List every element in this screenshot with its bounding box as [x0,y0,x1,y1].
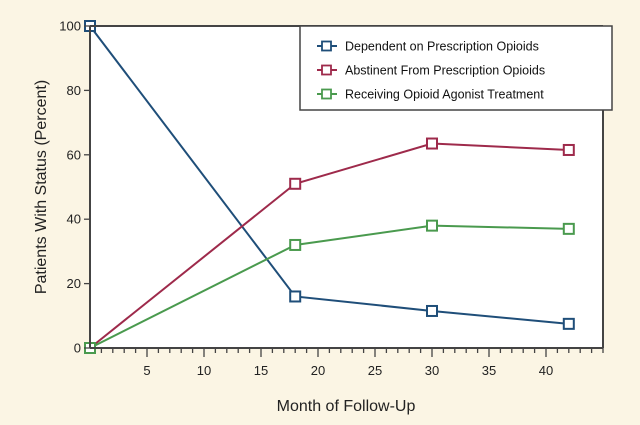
series-line [89,224,569,349]
y-tick-label: 80 [67,83,81,98]
data-point [426,137,438,150]
y-axis-title: Patients With Status (Percent) [33,80,50,294]
data-point [426,304,438,317]
legend-box [299,25,613,111]
data-point [426,219,438,232]
legend-marker [321,64,332,76]
series-line [89,25,569,325]
series-line [89,142,569,349]
data-point [562,317,575,330]
x-tick-label: 25 [368,363,382,378]
y-tick-label: 100 [59,19,81,34]
x-tick-label: 20 [311,363,325,378]
legend-label: Dependent on Prescription Opioids [345,40,539,54]
legend: Dependent on Prescription Opioids Abstine… [299,25,613,111]
data-point [289,177,302,190]
legend-label: Receiving Opioid Agonist Treatment [345,88,544,102]
data-point [289,290,302,303]
legend-marker [321,40,332,52]
x-tick-label: 5 [143,363,150,378]
x-tick-label: 30 [425,363,439,378]
legend-marker [321,88,332,100]
x-axis-title: Month of Follow-Up [277,398,416,415]
y-tick-label: 60 [67,147,81,162]
x-tick-label: 10 [197,363,211,378]
y-tick-label: 20 [67,276,81,291]
x-tick-label: 40 [539,363,553,378]
data-point [562,143,575,156]
y-tick-label: 0 [74,341,81,356]
data-point [289,238,302,251]
legend-label: Abstinent From Prescription Opioids [345,64,545,78]
y-tick-label: 40 [67,212,81,227]
x-tick-label: 35 [482,363,496,378]
data-point [562,222,575,235]
x-tick-label: 15 [254,363,268,378]
